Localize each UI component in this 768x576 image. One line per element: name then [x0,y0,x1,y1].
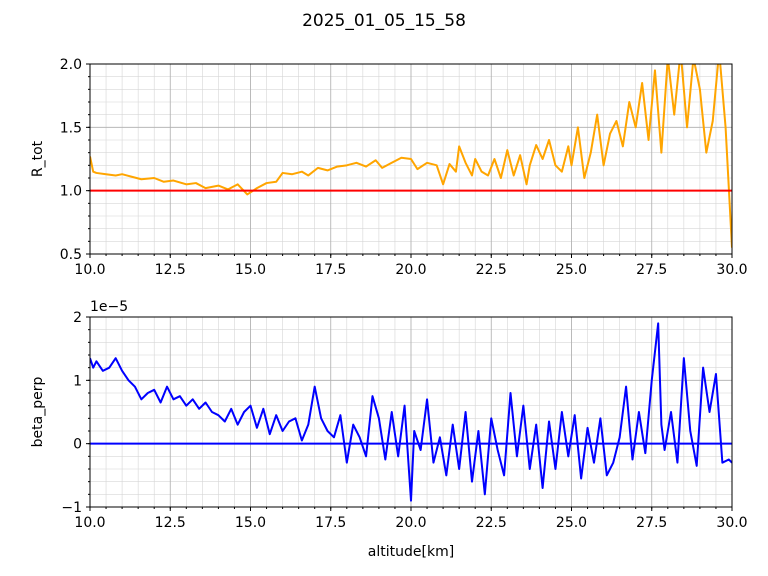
beta-perp-y-tick-label: 1 [73,373,82,389]
r-tot-x-tick-label: 20.0 [395,262,426,278]
r-tot-x-tick-label: 25.0 [556,262,587,278]
beta-perp-x-axis-label: altitude[km] [368,544,454,560]
beta-perp-x-tick-label: 20.0 [395,515,426,531]
beta-perp-y-tick-label: 2 [73,310,82,326]
r-tot-series-line [90,64,732,248]
r-tot-x-tick-label: 27.5 [636,262,667,278]
figure-title: 2025_01_05_15_58 [302,11,466,31]
beta-perp-series-line [90,322,732,502]
beta-perp-y-tick-label: −1 [61,500,82,516]
beta-perp-x-tick-label: 17.5 [315,515,346,531]
beta-perp-x-tick-label: 25.0 [556,515,587,531]
r-tot-x-tick-label: 12.5 [155,262,186,278]
beta-perp-x-tick-label: 12.5 [155,515,186,531]
r-tot-x-tick-label: 22.5 [476,262,507,278]
beta-perp-x-tick-label: 30.0 [716,515,747,531]
r-tot-x-tick-label: 30.0 [716,262,747,278]
beta-perp-offset-text: 1e−5 [90,299,128,315]
beta-perp-x-tick-label: 15.0 [235,515,266,531]
r-tot-axes: 10.0 12.5 15.0 17.5 20.0 22.5 25.0 27.5 30.0 0.5 1… [30,57,748,278]
r-tot-x-tick-label: 10.0 [74,262,105,278]
beta-perp-axes: 10.0 12.5 15.0 17.5 20.0 22.5 25.0 27.5 30.0 −1 0 1… [30,299,748,560]
beta-perp-x-tick-label: 22.5 [476,515,507,531]
r-tot-y-tick-label: 1.5 [60,120,82,136]
beta-perp-y-axis-label: beta_perp [30,377,46,448]
beta-perp-x-tick-label: 10.0 [74,515,105,531]
r-tot-y-tick-label: 0.5 [60,247,82,263]
r-tot-y-tick-label: 2.0 [60,57,82,73]
beta-perp-y-tick-label: 0 [73,437,82,453]
beta-perp-x-tick-label: 27.5 [636,515,667,531]
r-tot-x-tick-label: 17.5 [315,262,346,278]
r-tot-y-axis-label: R_tot [30,140,46,177]
r-tot-y-tick-label: 1.0 [60,184,82,200]
r-tot-x-tick-label: 15.0 [235,262,266,278]
